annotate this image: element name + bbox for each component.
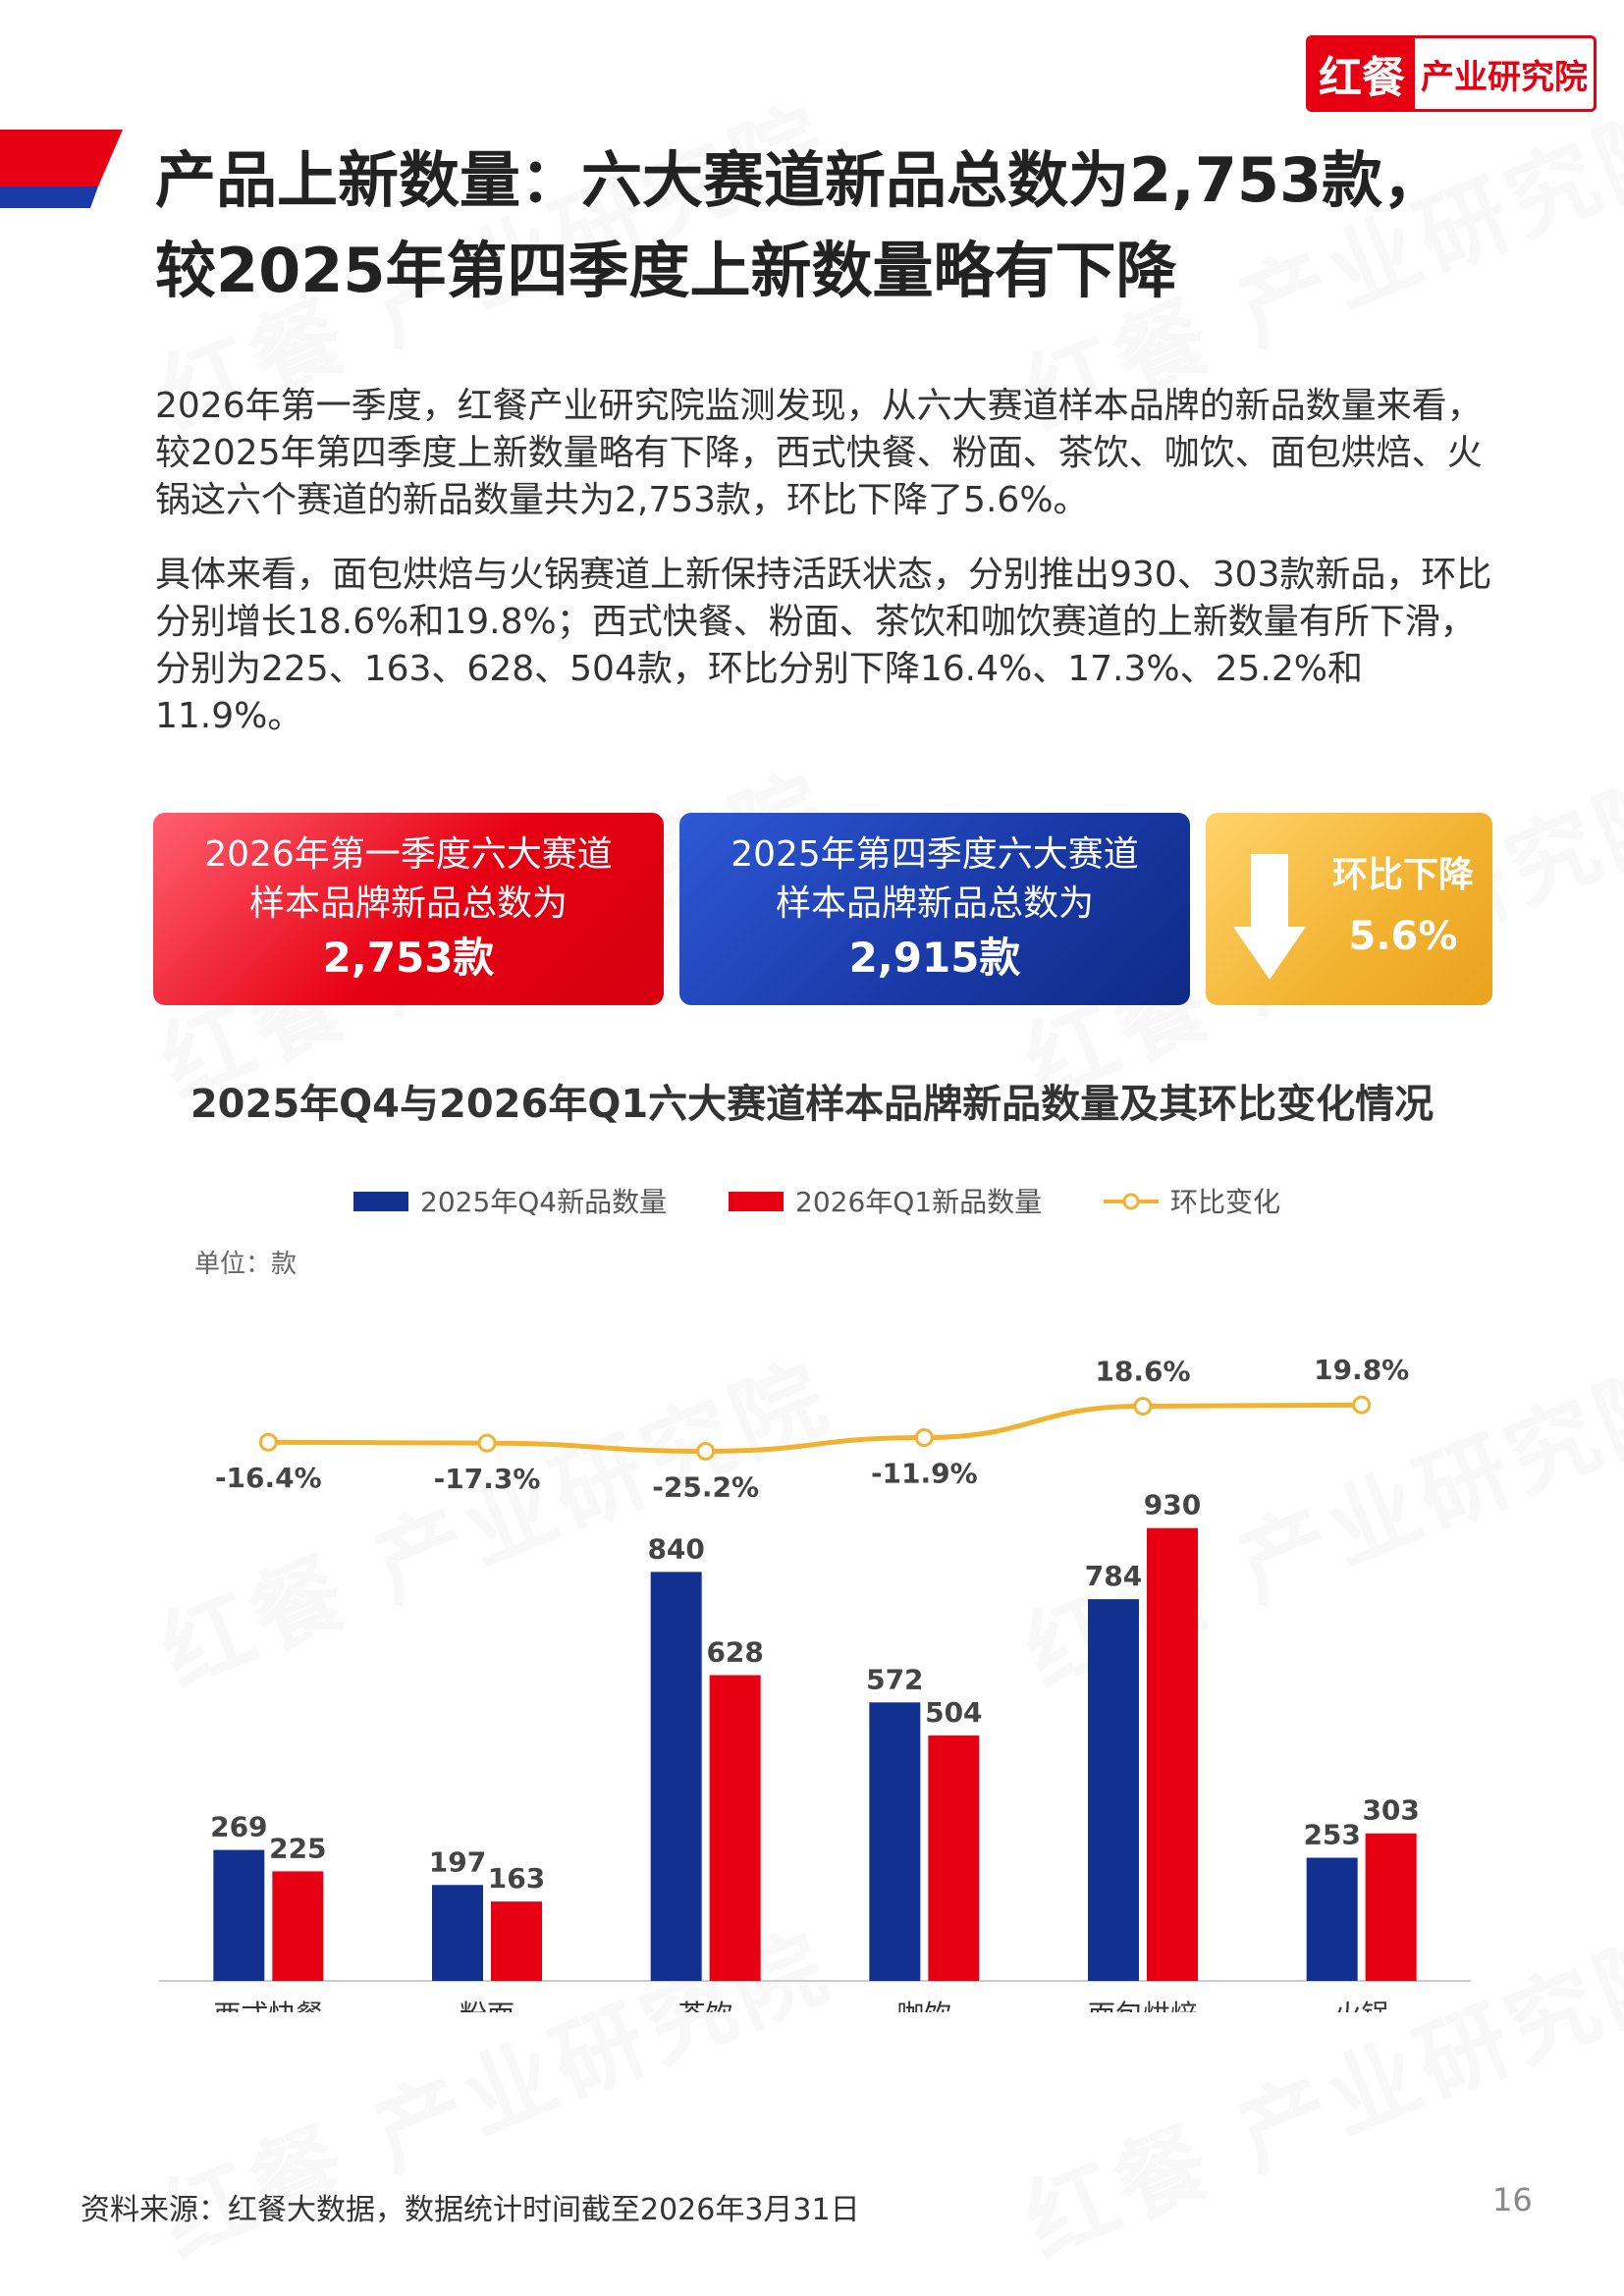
page-title: 产品上新数量：六大赛道新品总数为2,753款， 较2025年第四季度上新数量略有… <box>155 135 1549 316</box>
bar-value-label-q4-4: 784 <box>1085 1560 1142 1592</box>
change-card: 环比下降 5.6% <box>1206 813 1492 1005</box>
bar-value-label-q1-5: 303 <box>1362 1794 1419 1827</box>
bar-q1-1 <box>491 1901 542 1981</box>
bar-q4-3 <box>869 1702 921 1981</box>
change-label: 环比下降 <box>1331 855 1474 895</box>
title-line-2: 较2025年第四季度上新数量略有下降 <box>155 235 1177 306</box>
bar-q4-1 <box>432 1885 483 1981</box>
title-line-1: 产品上新数量：六大赛道新品总数为2,753款， <box>155 144 1444 216</box>
unit-label: 单位：款 <box>194 1250 297 1279</box>
bar-value-label-q4-1: 197 <box>429 1845 486 1878</box>
legend-swatch-0 <box>353 1192 408 1211</box>
q4-total-card: 2025年第四季度六大赛道样本品牌新品总数为 2,915款 <box>679 813 1190 1005</box>
q1-total-label: 2026年第一季度六大赛道样本品牌新品总数为 <box>204 834 613 924</box>
x-tick-label-5: 火锅 <box>1334 1999 1389 2012</box>
chart-title: 2025年Q4与2026年Q1六大赛道样本品牌新品数量及其环比变化情况 <box>189 1082 1435 1127</box>
q4-total-label: 2025年第四季度六大赛道样本品牌新品总数为 <box>731 834 1139 924</box>
change-value-label-3: -11.9% <box>871 1457 978 1489</box>
x-tick-label-3: 咖饮 <box>896 1999 951 2012</box>
bar-value-label-q1-4: 930 <box>1144 1489 1201 1522</box>
intro-paragraph: 2026年第一季度，红餐产业研究院监测发现，从六大赛道样本品牌的新品数量来看，较… <box>155 386 1483 520</box>
source-note: 资料来源：红餐大数据，数据统计时间截至2026年3月31日 <box>81 2193 860 2227</box>
logo-institute-text: 产业研究院 <box>1421 57 1588 97</box>
change-value: 5.6% <box>1348 914 1458 959</box>
change-point-3 <box>914 1427 934 1447</box>
q1-total-value: 2,753款 <box>322 934 495 982</box>
legend-swatch-1 <box>729 1192 784 1211</box>
bar-value-label-q1-2: 628 <box>706 1636 763 1669</box>
bar-q4-2 <box>650 1572 702 1981</box>
bar-q1-3 <box>928 1735 980 1981</box>
bar-q1-4 <box>1147 1527 1198 1981</box>
brand-logo: 红餐 产业研究院 <box>1306 35 1597 112</box>
detail-paragraph: 具体来看，面包烘焙与火锅赛道上新保持活跃状态，分别推出930、303款新品，环比… <box>155 555 1492 736</box>
x-tick-label-0: 西式快餐 <box>213 1999 323 2012</box>
change-line <box>268 1402 1362 1454</box>
q4-total-value: 2,915款 <box>848 934 1021 982</box>
bar-q4-0 <box>213 1849 265 1981</box>
title-ribbon-decoration <box>0 130 123 208</box>
change-value-label-4: 18.6% <box>1095 1355 1190 1387</box>
change-point-4 <box>1133 1396 1153 1415</box>
x-tick-label-1: 粉面 <box>460 1999 514 2012</box>
bar-value-label-q4-3: 572 <box>866 1663 923 1695</box>
q1-total-card: 2026年第一季度六大赛道样本品牌新品总数为 2,753款 <box>153 813 664 1005</box>
legend-marker-2 <box>1122 1193 1140 1210</box>
bar-value-label-q1-0: 225 <box>269 1832 326 1864</box>
change-point-0 <box>258 1432 278 1452</box>
change-point-2 <box>696 1441 716 1461</box>
page-number: 16 <box>1492 2181 1533 2218</box>
change-value-label-0: -16.4% <box>215 1462 322 1494</box>
x-tick-label-2: 茶饮 <box>678 1999 733 2012</box>
change-value-label-5: 19.8% <box>1314 1354 1409 1386</box>
down-arrow-icon <box>1233 854 1306 980</box>
change-value-label-2: -25.2% <box>652 1470 759 1503</box>
bar-value-label-q4-5: 253 <box>1303 1819 1360 1851</box>
legend-label-1: 2026年Q1新品数量 <box>795 1186 1042 1218</box>
x-tick-label-4: 面包烘焙 <box>1088 1999 1198 2012</box>
bar-value-label-q4-0: 269 <box>210 1811 267 1843</box>
bar-q4-4 <box>1088 1599 1139 1981</box>
bar-value-label-q4-2: 840 <box>647 1532 704 1565</box>
bar-q1-2 <box>709 1675 761 1981</box>
bar-q1-5 <box>1365 1833 1417 1981</box>
change-point-5 <box>1352 1395 1372 1415</box>
bar-value-label-q1-1: 163 <box>488 1862 545 1895</box>
change-point-1 <box>477 1433 497 1453</box>
legend-label-0: 2025年Q4新品数量 <box>420 1186 667 1218</box>
bar-q1-0 <box>272 1871 324 1981</box>
bar-value-label-q1-3: 504 <box>925 1696 982 1729</box>
change-value-label-1: -17.3% <box>434 1463 541 1495</box>
bar-q4-5 <box>1306 1857 1358 1981</box>
logo-brand-text: 红餐 <box>1309 38 1415 109</box>
legend-label-2: 环比变化 <box>1170 1186 1280 1218</box>
